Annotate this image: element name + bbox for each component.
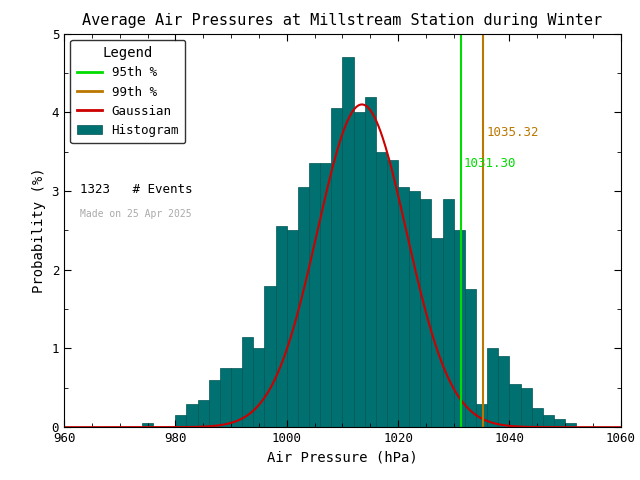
Bar (420, 199, 431, 427)
Gaussian (358, 102, 365, 108)
Gaussian (505, 423, 513, 429)
Bar (554, 420, 565, 427)
Bar (220, 368, 231, 427)
Bar (353, 112, 365, 427)
Text: 1323   # Events: 1323 # Events (79, 183, 192, 196)
Bar (186, 404, 198, 427)
Bar (342, 57, 353, 427)
Bar (431, 238, 443, 427)
Bar (443, 199, 454, 427)
X-axis label: Air Pressure (hPa): Air Pressure (hPa) (267, 451, 418, 465)
Title: Average Air Pressures at Millstream Station during Winter: Average Air Pressures at Millstream Stat… (83, 13, 602, 28)
Gaussian (60, 424, 68, 430)
Bar (309, 164, 320, 427)
Bar (387, 159, 398, 427)
99th % (479, 424, 487, 430)
Gaussian (285, 339, 293, 345)
Bar (242, 336, 253, 427)
Bar (198, 400, 209, 427)
Bar (454, 230, 465, 427)
Bar (365, 96, 376, 427)
Bar (509, 384, 520, 427)
Bar (532, 408, 543, 427)
Gaussian (117, 424, 125, 430)
Bar (253, 348, 264, 427)
Text: 1035.32: 1035.32 (486, 126, 539, 139)
Bar (276, 227, 287, 427)
Bar (264, 286, 276, 427)
Bar (332, 108, 342, 427)
Bar (565, 423, 576, 427)
Y-axis label: Probability (%): Probability (%) (32, 168, 46, 293)
Bar (231, 368, 242, 427)
Gaussian (443, 372, 451, 378)
Gaussian (495, 421, 502, 427)
Bar (287, 230, 298, 427)
Gaussian (617, 424, 625, 430)
Text: 1031.30: 1031.30 (464, 157, 516, 170)
Bar (499, 356, 509, 427)
95th % (457, 346, 465, 351)
Text: Made on 25 Apr 2025: Made on 25 Apr 2025 (79, 209, 191, 218)
Bar (476, 404, 487, 427)
Bar (409, 191, 420, 427)
95th % (457, 424, 465, 430)
Bar (465, 289, 476, 427)
Bar (175, 415, 186, 427)
Bar (320, 164, 332, 427)
99th % (479, 346, 487, 351)
Bar (543, 415, 554, 427)
Bar (398, 187, 409, 427)
Gaussian (305, 264, 313, 270)
Bar (209, 380, 220, 427)
Legend: 95th %, 99th %, Gaussian, Histogram: 95th %, 99th %, Gaussian, Histogram (70, 40, 185, 144)
Bar (520, 388, 532, 427)
Bar (487, 348, 499, 427)
Bar (298, 187, 309, 427)
Bar (142, 423, 153, 427)
Bar (376, 152, 387, 427)
Line: Gaussian: Gaussian (64, 105, 621, 427)
